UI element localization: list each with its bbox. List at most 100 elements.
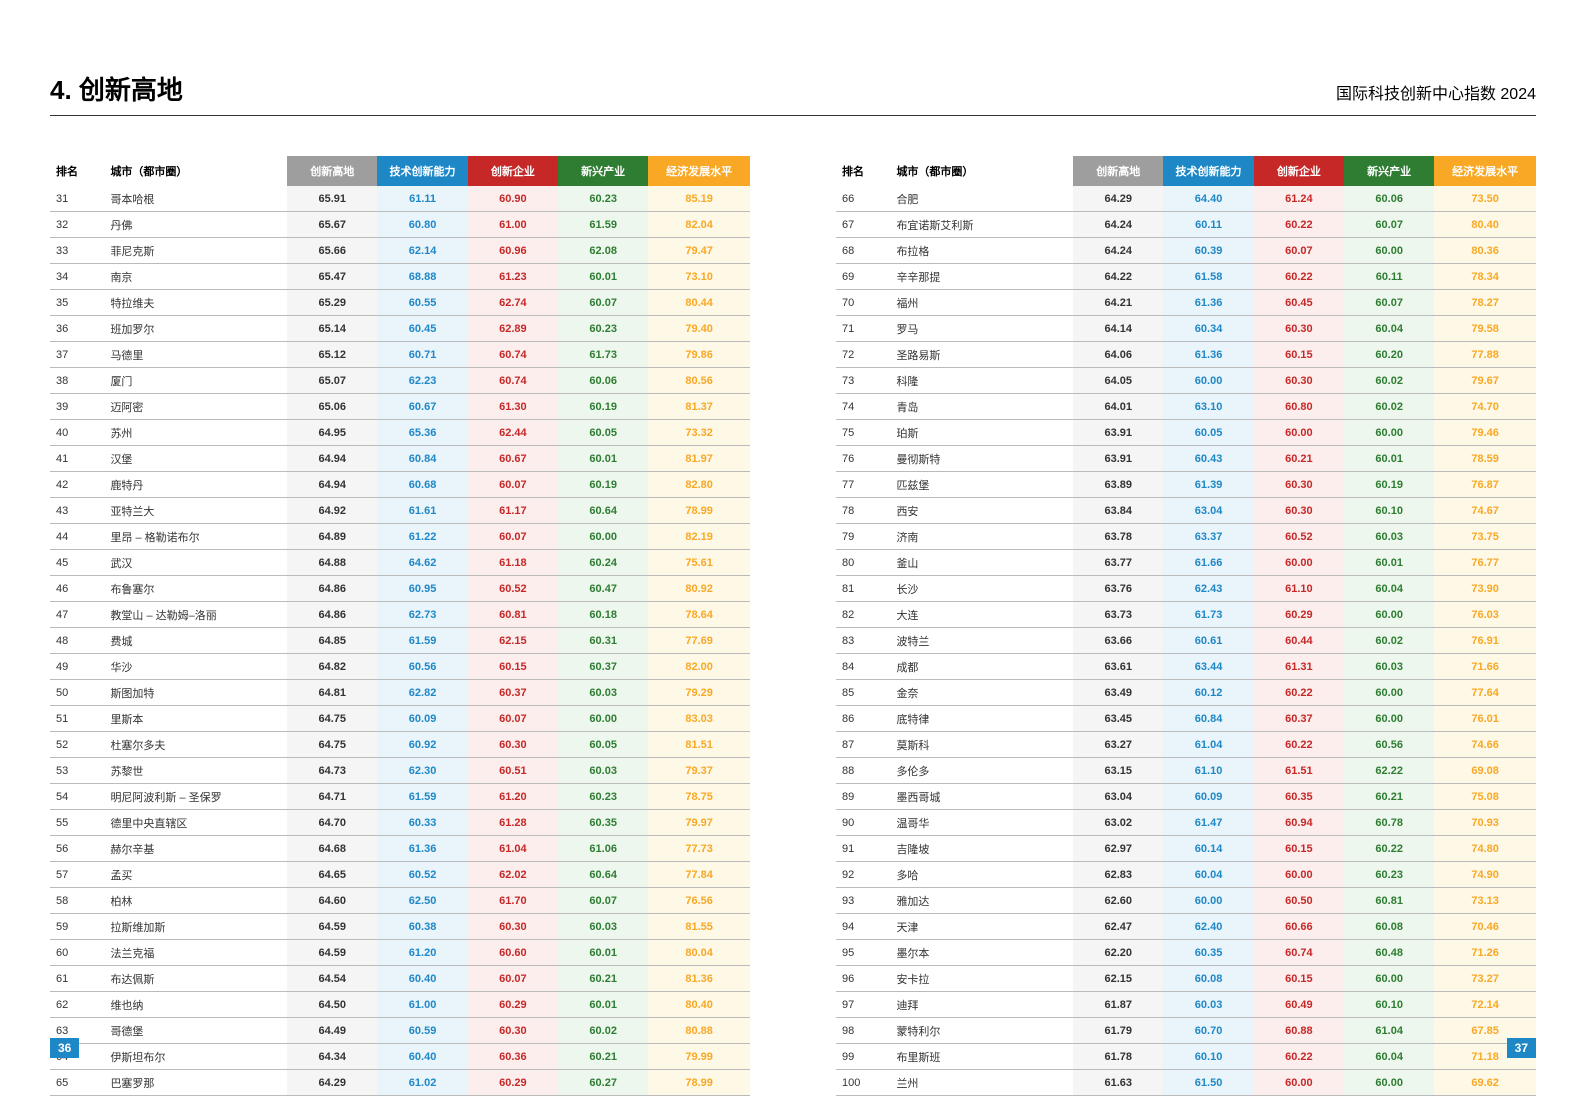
cell-c4: 60.08 bbox=[1344, 914, 1434, 940]
cell-c4: 60.78 bbox=[1344, 810, 1434, 836]
cell-c1: 64.49 bbox=[287, 1018, 377, 1044]
cell-c2: 62.14 bbox=[377, 238, 467, 264]
cell-city: 里昂 – 格勒诺布尔 bbox=[106, 524, 287, 550]
cell-rank: 96 bbox=[836, 966, 892, 992]
cell-c4: 60.03 bbox=[558, 758, 648, 784]
cell-rank: 83 bbox=[836, 628, 892, 654]
cell-c2: 63.04 bbox=[1163, 498, 1253, 524]
cell-c1: 62.60 bbox=[1073, 888, 1163, 914]
cell-c3: 60.22 bbox=[1254, 680, 1344, 706]
cell-c1: 64.81 bbox=[287, 680, 377, 706]
table-row: 64伊斯坦布尔64.3460.4060.3660.2179.99 bbox=[50, 1044, 750, 1070]
cell-rank: 47 bbox=[50, 602, 106, 628]
cell-c4: 60.31 bbox=[558, 628, 648, 654]
cell-c4: 60.27 bbox=[558, 1070, 648, 1096]
page-number-right: 37 bbox=[1507, 1038, 1536, 1058]
cell-c5: 70.46 bbox=[1434, 914, 1536, 940]
cell-c4: 61.73 bbox=[558, 342, 648, 368]
cell-rank: 72 bbox=[836, 342, 892, 368]
cell-c2: 63.37 bbox=[1163, 524, 1253, 550]
cell-c4: 60.37 bbox=[558, 654, 648, 680]
cell-c1: 63.91 bbox=[1073, 446, 1163, 472]
cell-c2: 60.34 bbox=[1163, 316, 1253, 342]
cell-c2: 60.95 bbox=[377, 576, 467, 602]
cell-c5: 78.27 bbox=[1434, 290, 1536, 316]
cell-c2: 60.03 bbox=[1163, 992, 1253, 1018]
cell-rank: 46 bbox=[50, 576, 106, 602]
cell-c5: 71.66 bbox=[1434, 654, 1536, 680]
cell-c5: 77.69 bbox=[648, 628, 750, 654]
col-innovation-highland: 创新高地 bbox=[287, 156, 377, 186]
table-row: 65巴塞罗那64.2961.0260.2960.2778.99 bbox=[50, 1070, 750, 1096]
cell-c2: 62.82 bbox=[377, 680, 467, 706]
cell-c2: 61.10 bbox=[1163, 758, 1253, 784]
cell-c2: 60.84 bbox=[377, 446, 467, 472]
cell-c5: 81.37 bbox=[648, 394, 750, 420]
table-row: 56赫尔辛基64.6861.3661.0461.0677.73 bbox=[50, 836, 750, 862]
cell-c2: 60.70 bbox=[1163, 1018, 1253, 1044]
cell-rank: 53 bbox=[50, 758, 106, 784]
cell-c3: 61.00 bbox=[468, 212, 558, 238]
cell-c5: 79.58 bbox=[1434, 316, 1536, 342]
cell-city: 底特律 bbox=[892, 706, 1073, 732]
cell-c4: 60.07 bbox=[558, 888, 648, 914]
table-row: 52杜塞尔多夫64.7560.9260.3060.0581.51 bbox=[50, 732, 750, 758]
cell-c5: 80.04 bbox=[648, 940, 750, 966]
page-header: 4. 创新高地 国际科技创新中心指数 2024 bbox=[50, 70, 1536, 116]
cell-c2: 60.71 bbox=[377, 342, 467, 368]
cell-c1: 65.66 bbox=[287, 238, 377, 264]
cell-city: 斯图加特 bbox=[106, 680, 287, 706]
cell-c5: 82.04 bbox=[648, 212, 750, 238]
cell-city: 迈阿密 bbox=[106, 394, 287, 420]
cell-rank: 34 bbox=[50, 264, 106, 290]
table-row: 70福州64.2161.3660.4560.0778.27 bbox=[836, 290, 1536, 316]
cell-city: 兰州 bbox=[892, 1070, 1073, 1096]
cell-c3: 62.74 bbox=[468, 290, 558, 316]
cell-c1: 64.75 bbox=[287, 732, 377, 758]
cell-rank: 100 bbox=[836, 1070, 892, 1096]
cell-rank: 45 bbox=[50, 550, 106, 576]
cell-c2: 62.30 bbox=[377, 758, 467, 784]
cell-rank: 81 bbox=[836, 576, 892, 602]
cell-c4: 60.04 bbox=[1344, 576, 1434, 602]
cell-rank: 92 bbox=[836, 862, 892, 888]
cell-c3: 60.15 bbox=[1254, 966, 1344, 992]
table-row: 77匹兹堡63.8961.3960.3060.1976.87 bbox=[836, 472, 1536, 498]
table-row: 42鹿特丹64.9460.6860.0760.1982.80 bbox=[50, 472, 750, 498]
cell-c4: 60.01 bbox=[558, 992, 648, 1018]
cell-c3: 60.30 bbox=[468, 732, 558, 758]
table-row: 87莫斯科63.2761.0460.2260.5674.66 bbox=[836, 732, 1536, 758]
cell-c2: 62.23 bbox=[377, 368, 467, 394]
cell-c5: 81.97 bbox=[648, 446, 750, 472]
table-row: 39迈阿密65.0660.6761.3060.1981.37 bbox=[50, 394, 750, 420]
cell-c1: 62.97 bbox=[1073, 836, 1163, 862]
cell-c3: 60.30 bbox=[468, 914, 558, 940]
cell-c5: 69.08 bbox=[1434, 758, 1536, 784]
table-row: 58柏林64.6062.5061.7060.0776.56 bbox=[50, 888, 750, 914]
cell-c4: 60.01 bbox=[558, 264, 648, 290]
cell-c1: 62.83 bbox=[1073, 862, 1163, 888]
cell-c4: 60.05 bbox=[558, 732, 648, 758]
cell-c3: 60.80 bbox=[1254, 394, 1344, 420]
cell-c3: 60.30 bbox=[1254, 368, 1344, 394]
cell-c3: 60.52 bbox=[468, 576, 558, 602]
cell-c3: 60.07 bbox=[468, 966, 558, 992]
table-row: 68布拉格64.2460.3960.0760.0080.36 bbox=[836, 238, 1536, 264]
col-innovation-highland: 创新高地 bbox=[1073, 156, 1163, 186]
cell-c1: 63.76 bbox=[1073, 576, 1163, 602]
cell-c3: 60.96 bbox=[468, 238, 558, 264]
cell-city: 蒙特利尔 bbox=[892, 1018, 1073, 1044]
cell-c4: 60.00 bbox=[1344, 238, 1434, 264]
cell-c2: 61.20 bbox=[377, 940, 467, 966]
cell-c1: 64.65 bbox=[287, 862, 377, 888]
cell-c4: 60.00 bbox=[1344, 966, 1434, 992]
cell-c1: 65.67 bbox=[287, 212, 377, 238]
cell-rank: 66 bbox=[836, 186, 892, 212]
cell-c4: 60.47 bbox=[558, 576, 648, 602]
cell-c2: 60.05 bbox=[1163, 420, 1253, 446]
cell-c1: 64.71 bbox=[287, 784, 377, 810]
cell-c2: 60.40 bbox=[377, 1044, 467, 1070]
cell-city: 布宜诺斯艾利斯 bbox=[892, 212, 1073, 238]
cell-c3: 62.15 bbox=[468, 628, 558, 654]
cell-rank: 91 bbox=[836, 836, 892, 862]
